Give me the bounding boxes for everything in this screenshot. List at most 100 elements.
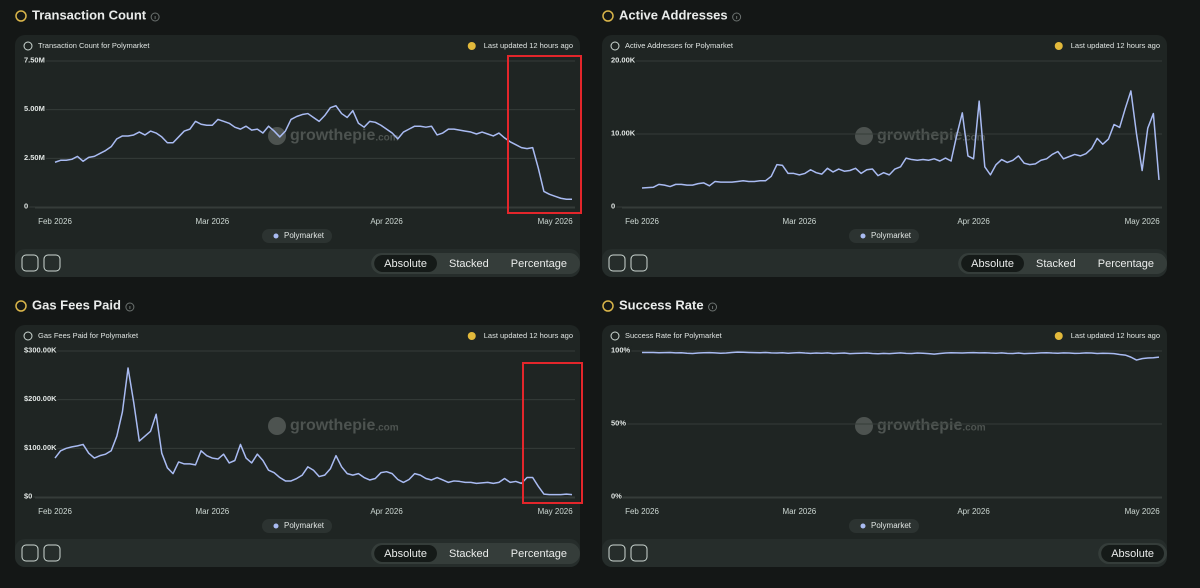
mode-button-label[interactable]: Absolute <box>971 258 1014 270</box>
last-updated: Last updated 12 hours ago <box>1071 41 1160 50</box>
subtitle-icon <box>610 331 620 341</box>
watermark-icon <box>855 417 873 435</box>
mode-button-selected[interactable] <box>961 255 1024 272</box>
info-icon <box>125 302 135 312</box>
card-background <box>15 325 580 567</box>
x-tick-label: Mar 2026 <box>782 507 816 516</box>
y-tick-label: $0 <box>24 491 32 500</box>
x-tick-label: Apr 2026 <box>957 507 990 516</box>
y-tick-label: $100.00K <box>24 443 57 452</box>
heading-icon <box>602 10 614 22</box>
section-heading: Gas Fees Paid <box>15 297 135 312</box>
watermark: growthepie <box>290 127 375 144</box>
mode-button-selected[interactable] <box>374 255 437 272</box>
mode-button-label[interactable]: Absolute <box>384 258 427 270</box>
y-tick-label: 5.00M <box>24 104 45 113</box>
y-tick-label: $200.00K <box>24 394 57 403</box>
watermark-icon <box>268 127 286 145</box>
watermark-domain: .com <box>962 133 985 144</box>
legend-item[interactable]: Polymarket <box>848 229 920 243</box>
subtitle-icon <box>610 41 620 51</box>
share-button[interactable] <box>21 254 39 272</box>
chart-subtitle: Active Addresses for Polymarket <box>625 41 734 50</box>
x-tick-label: Mar 2026 <box>195 217 229 226</box>
download-button[interactable] <box>43 544 61 562</box>
section-heading: Success Rate <box>602 297 718 312</box>
x-tick-label: Feb 2026 <box>625 217 659 226</box>
mode-toggle: Percentage Stacked Absolute <box>958 253 1167 274</box>
watermark: growthepie <box>877 127 962 144</box>
mode-toggle: Percentage Stacked Absolute <box>371 253 580 274</box>
last-updated: Last updated 12 hours ago <box>484 41 573 50</box>
legend-label: Polymarket <box>871 521 912 530</box>
updated-icon <box>467 332 476 340</box>
card-background <box>602 35 1167 277</box>
heading-icon <box>15 300 27 312</box>
legend-pill <box>848 229 920 243</box>
share-button[interactable] <box>21 544 39 562</box>
legend-label: Polymarket <box>871 231 912 240</box>
last-updated: Last updated 12 hours ago <box>484 331 573 340</box>
mode-button-label[interactable]: Stacked <box>449 548 489 560</box>
legend-item[interactable]: Polymarket <box>261 229 333 243</box>
watermark-icon <box>268 417 286 435</box>
x-tick-label: Feb 2026 <box>38 507 72 516</box>
heading-title: Active Addresses <box>619 7 728 22</box>
download-button[interactable] <box>43 254 61 272</box>
watermark-domain: .com <box>375 423 398 434</box>
y-tick-label: 100% <box>611 345 631 354</box>
mode-button-label[interactable]: Percentage <box>511 258 567 270</box>
mode-button-selected[interactable] <box>374 545 437 562</box>
share-button[interactable] <box>608 544 626 562</box>
mode-button-label[interactable]: Absolute <box>384 548 427 560</box>
x-tick-label: Feb 2026 <box>38 217 72 226</box>
chart-subtitle: Success Rate for Polymarket <box>625 331 723 340</box>
x-tick-label: May 2026 <box>538 507 574 516</box>
subtitle-icon <box>23 331 33 341</box>
y-tick-label: 7.50M <box>24 55 45 64</box>
updated-icon <box>1054 332 1063 340</box>
heading-icon <box>15 10 27 22</box>
y-tick-label: 0 <box>24 201 28 210</box>
toolbar <box>602 539 1167 567</box>
legend-dot <box>860 233 866 239</box>
x-tick-label: Apr 2026 <box>370 217 403 226</box>
mode-button-label[interactable]: Percentage <box>1098 258 1154 270</box>
download-button[interactable] <box>630 544 648 562</box>
y-tick-label: 50% <box>611 418 626 427</box>
legend-dot <box>860 523 866 529</box>
legend-pill <box>848 519 920 533</box>
updated-icon <box>467 42 476 50</box>
mode-button-label[interactable]: Percentage <box>511 548 567 560</box>
legend-label: Polymarket <box>284 521 325 530</box>
heading-title: Gas Fees Paid <box>32 297 121 312</box>
share-button[interactable] <box>608 254 626 272</box>
data-line <box>54 367 573 496</box>
y-tick-label: 2.50M <box>24 153 45 162</box>
x-tick-label: Apr 2026 <box>370 507 403 516</box>
data-line <box>54 105 572 200</box>
subtitle-icon <box>23 41 33 51</box>
legend-item[interactable]: Polymarket <box>261 519 333 533</box>
download-button[interactable] <box>630 254 648 272</box>
x-tick-label: May 2026 <box>1125 217 1161 226</box>
heading-title: Success Rate <box>619 297 704 312</box>
card-background <box>602 325 1167 567</box>
mode-button-label[interactable]: Stacked <box>449 258 489 270</box>
section-heading: Transaction Count <box>15 7 160 22</box>
y-tick-label: 20.00K <box>611 55 636 64</box>
legend-dot <box>273 233 279 239</box>
panels: Transaction Count Transaction Count for P… <box>15 7 1167 567</box>
chart-card: Success Rate for Polymarket Last updated … <box>602 325 1167 567</box>
legend-item[interactable]: Polymarket <box>848 519 920 533</box>
mode-button-selected[interactable] <box>1101 545 1164 562</box>
info-icon <box>150 12 160 22</box>
mode-toggle: Absolute <box>1098 543 1167 564</box>
data-line <box>641 90 1160 189</box>
x-tick-label: Feb 2026 <box>625 507 659 516</box>
watermark-icon <box>855 127 873 145</box>
mode-button-label[interactable]: Stacked <box>1036 258 1076 270</box>
mode-button-label[interactable]: Absolute <box>1111 548 1154 560</box>
